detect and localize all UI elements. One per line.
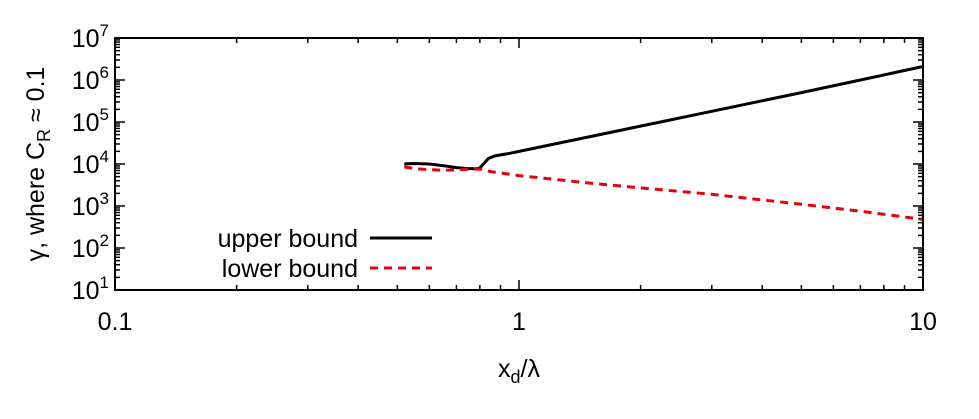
x-tick-labels: 0.1 1 10: [98, 308, 937, 336]
legend-label-2: lower bound: [222, 255, 358, 283]
y-tick-label: 107: [72, 21, 109, 53]
y-tick-label: 102: [72, 231, 109, 263]
y-tick-label: 104: [72, 147, 109, 179]
series-line-1: [404, 65, 924, 171]
x-tick-label: 1: [512, 308, 526, 336]
series-layer: [404, 65, 924, 221]
plot-frame: [114, 37, 924, 291]
x-axis-label: xd/λ: [498, 355, 540, 387]
y-tick-label: 101: [72, 273, 109, 305]
y-tick-labels: 101 102 103 104 105 106 107: [72, 21, 109, 305]
y-tick-label: 103: [72, 189, 109, 221]
series-line-2: [404, 165, 924, 221]
x-tick-label: 0.1: [98, 308, 133, 336]
y-tick-label: 106: [72, 63, 109, 95]
y-axis-label: γ, where CR ≈ 0.1: [22, 67, 54, 262]
x-tick-label: 10: [909, 308, 937, 336]
legend-label-1: upper bound: [218, 225, 358, 253]
y-tick-label: 105: [72, 105, 109, 137]
